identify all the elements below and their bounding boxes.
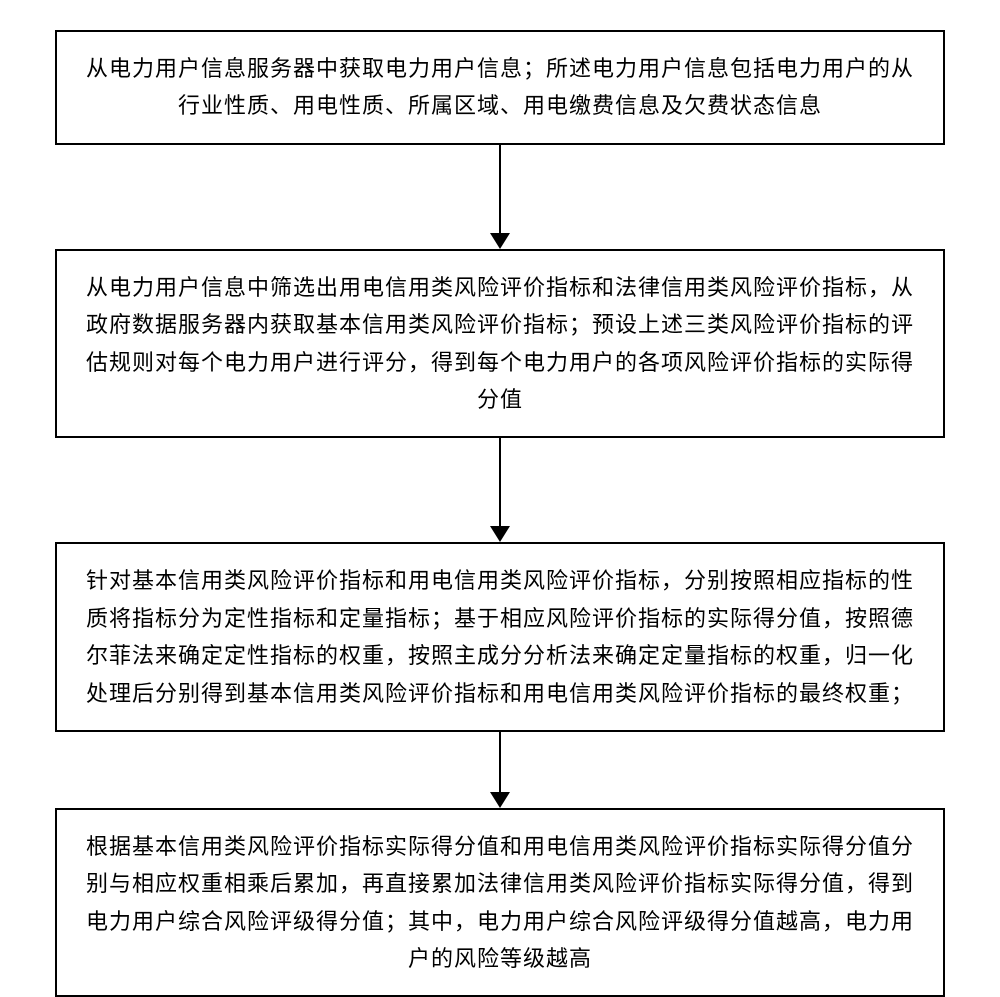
step-1-box: 从电力用户信息服务器中获取电力用户信息；所述电力用户信息包括电力用户的从行业性质… bbox=[55, 30, 945, 145]
arrow-2-line bbox=[499, 438, 501, 526]
arrow-3-line bbox=[499, 732, 501, 792]
arrow-1 bbox=[490, 145, 510, 249]
step-1-text: 从电力用户信息服务器中获取电力用户信息；所述电力用户信息包括电力用户的从行业性质… bbox=[81, 50, 919, 125]
step-3-box: 针对基本信用类风险评价指标和用电信用类风险评价指标，分别按照相应指标的性质将指标… bbox=[55, 542, 945, 732]
step-4-box: 根据基本信用类风险评价指标实际得分值和用电信用类风险评价指标实际得分值分别与相应… bbox=[55, 808, 945, 997]
step-2-box: 从电力用户信息中筛选出用电信用类风险评价指标和法律信用类风险评价指标，从政府数据… bbox=[55, 249, 945, 439]
arrow-3 bbox=[490, 732, 510, 808]
arrow-3-head bbox=[490, 792, 510, 808]
arrow-2-head bbox=[490, 526, 510, 542]
arrow-1-head bbox=[490, 233, 510, 249]
arrow-1-line bbox=[499, 145, 501, 233]
step-3-text: 针对基本信用类风险评价指标和用电信用类风险评价指标，分别按照相应指标的性质将指标… bbox=[81, 562, 919, 712]
step-2-text: 从电力用户信息中筛选出用电信用类风险评价指标和法律信用类风险评价指标，从政府数据… bbox=[81, 269, 919, 419]
step-4-text: 根据基本信用类风险评价指标实际得分值和用电信用类风险评价指标实际得分值分别与相应… bbox=[81, 828, 919, 978]
arrow-2 bbox=[490, 438, 510, 542]
flowchart-container: 从电力用户信息服务器中获取电力用户信息；所述电力用户信息包括电力用户的从行业性质… bbox=[50, 30, 950, 997]
